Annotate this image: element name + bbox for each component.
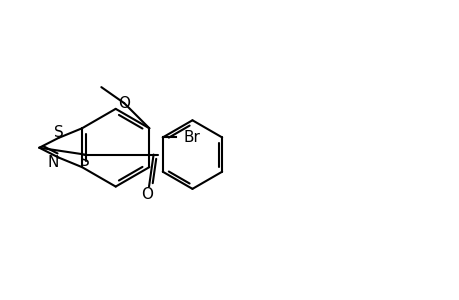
Text: O: O [118, 96, 130, 111]
Text: N: N [47, 154, 58, 169]
Text: O: O [140, 187, 152, 202]
Text: S: S [80, 154, 90, 169]
Text: S: S [53, 125, 63, 140]
Text: Br: Br [183, 130, 200, 145]
